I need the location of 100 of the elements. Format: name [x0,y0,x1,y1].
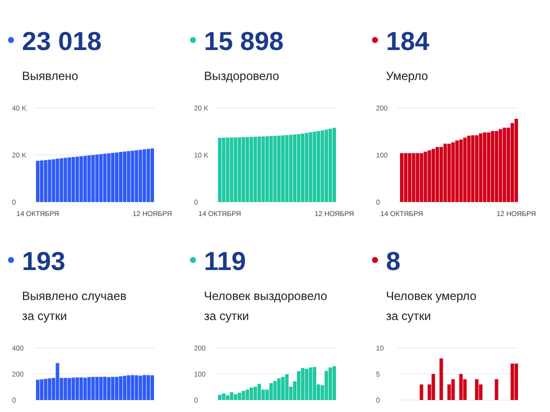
bar [250,136,254,202]
bar [111,152,115,202]
chart-subtitle: Человек умерло за сутки [386,289,477,323]
bar [510,364,514,400]
bar [130,150,134,202]
bar [443,144,447,202]
bar [281,135,285,202]
bar [467,136,471,202]
bar [146,375,150,400]
bar [87,155,91,202]
bar [324,370,328,400]
bar [218,394,222,400]
bar [439,358,443,400]
bar [308,368,312,400]
bar [130,375,134,400]
bar [328,368,332,400]
bar [277,136,281,202]
bar [312,366,316,400]
bar [304,132,308,202]
bar [400,153,404,202]
bar [404,153,408,202]
bar [44,378,48,400]
bar [48,160,52,202]
bar [138,376,142,400]
bar [254,386,258,400]
bar [238,137,242,202]
bar [285,135,289,202]
chart-subtitle: Человек выздоровело за сутки [204,289,328,323]
bar [36,380,40,400]
bar [475,379,479,400]
bar [328,128,332,202]
bar [312,132,316,202]
bar [242,390,246,400]
bar [103,376,107,400]
bar [261,136,265,202]
bar [142,375,146,400]
bar [459,374,463,400]
bar [416,153,420,202]
bar [420,153,424,202]
bar [222,138,226,202]
bar [432,148,436,202]
bar [304,368,308,400]
bar [56,158,60,202]
bar [72,378,76,400]
bar [463,138,467,202]
bar [150,375,154,400]
bar [103,154,107,202]
bar [269,136,273,202]
bar [134,375,138,400]
bar [48,378,52,400]
bar [428,150,432,202]
bar [281,376,285,400]
bar [246,390,250,400]
bar [408,153,412,202]
bar [432,374,436,400]
bar [300,134,304,202]
bar [308,132,312,202]
chart-subtitle: Умерло [386,69,428,83]
chart-title: 8 [386,246,400,276]
bar [254,136,258,202]
bar [226,138,230,202]
bar [40,379,44,400]
bar [471,135,475,202]
chart-subtitle: Выявлено случаев за сутки [22,289,127,323]
chart-subtitle: Выявлено [22,69,79,83]
bar [126,375,130,400]
chart-title: 15 898 [204,26,284,56]
bar [87,377,91,400]
bar [451,379,455,400]
bar [510,123,514,202]
bar [72,157,76,202]
chart-title: 184 [386,26,430,56]
bar [118,152,122,202]
bar [455,140,459,202]
bar [459,139,463,202]
bar [68,378,72,400]
bar [134,150,138,202]
bar [222,394,226,400]
bar [293,134,297,202]
bar [218,138,222,202]
bar [126,151,130,202]
bar [494,131,498,202]
bar [79,156,83,202]
bar [514,118,518,202]
bar [320,130,324,202]
bar [60,158,64,202]
bar [482,132,486,202]
bar [447,144,451,202]
bar [52,159,56,202]
bar [439,147,443,202]
bar [99,376,103,400]
bar [269,383,273,400]
bar [95,154,99,202]
bar [412,153,416,202]
bar [324,130,328,202]
bar [250,388,254,400]
bar [122,376,126,400]
bar [118,376,122,400]
bar [138,150,142,202]
bar [83,378,87,400]
